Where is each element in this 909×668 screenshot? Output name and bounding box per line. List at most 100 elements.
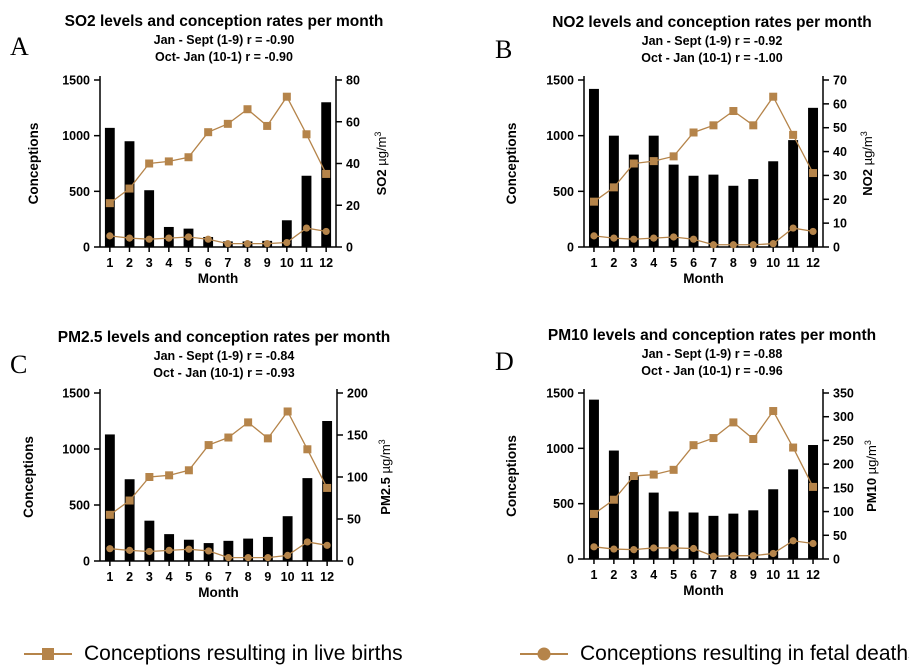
x-tick-label-6: 6 (690, 256, 697, 270)
y-axis-label-right-unit: µg/m (860, 136, 875, 165)
chart-subtitle-2: Oct - Jan (10-1) r = -0.93 (153, 366, 294, 380)
bar-month-11 (788, 140, 799, 247)
point-month-7 (224, 554, 232, 562)
x-tick-label-4: 4 (650, 256, 657, 270)
chart-subtitle-1: Jan - Sept (1-9) r = -0.88 (642, 347, 783, 361)
chart-subtitle-2: Oct- Jan (10-1) r = -0.90 (155, 50, 293, 64)
bar-month-2 (124, 479, 135, 561)
point-month-12 (323, 483, 332, 492)
x-tick-label-7: 7 (710, 568, 717, 582)
point-month-2 (609, 183, 618, 192)
point-month-1 (589, 197, 598, 206)
bar-month-10 (768, 161, 779, 247)
point-month-6 (689, 128, 698, 137)
bar-month-3 (628, 476, 639, 559)
point-month-9 (749, 121, 758, 130)
legend-live-births: Conceptions resulting in live births (22, 640, 403, 668)
y-axis-label-left: Conceptions (504, 435, 519, 517)
x-tick-label-9: 9 (264, 570, 271, 584)
bar-month-4 (648, 492, 659, 559)
point-month-1 (106, 232, 114, 240)
bar-month-8 (728, 513, 739, 559)
y-axis-label-right-sup: 3 (377, 439, 387, 444)
point-month-2 (609, 495, 618, 504)
x-axis-label: Month (198, 271, 238, 286)
bar-month-11 (302, 478, 313, 561)
chart-subtitle-1: Jan - Sept (1-9) r = -0.92 (642, 34, 783, 48)
point-month-12 (809, 482, 818, 491)
point-month-7 (709, 241, 718, 249)
point-month-8 (244, 554, 252, 562)
panel-letter: C (10, 350, 27, 379)
bar-month-3 (144, 520, 155, 561)
x-tick-label-1: 1 (106, 570, 113, 584)
series-line (109, 95, 327, 204)
x-tick-label-7: 7 (710, 256, 717, 270)
bar-month-9 (748, 179, 759, 247)
bar-month-9 (748, 510, 759, 559)
series-line (109, 227, 327, 245)
y-right-tick-label: 350 (833, 387, 854, 401)
series-live-births (589, 407, 818, 518)
point-month-5 (669, 152, 678, 161)
x-tick-label-3: 3 (630, 256, 637, 270)
bar-month-4 (648, 135, 659, 247)
x-tick-label-6: 6 (690, 568, 697, 582)
point-month-10 (769, 92, 778, 101)
point-month-10 (283, 238, 291, 247)
series-fetal-deaths (590, 224, 817, 249)
chart-subtitle-2: Oct - Jan (10-1) r = -0.96 (641, 364, 782, 378)
bar-month-9 (262, 536, 273, 561)
bar-month-11 (301, 175, 312, 247)
y-right-tick-label: 0 (347, 555, 354, 569)
bar-month-2 (608, 450, 619, 559)
point-month-9 (263, 240, 271, 248)
point-month-2 (610, 545, 618, 553)
point-month-5 (670, 233, 678, 241)
point-month-5 (185, 545, 193, 553)
point-month-9 (749, 552, 757, 560)
y-axis-label-right: PM2.5 µg/m3 (377, 439, 393, 514)
bar-month-3 (144, 190, 155, 247)
y-left-tick-label: 1000 (546, 442, 574, 456)
point-month-4 (165, 546, 173, 554)
series-line (109, 541, 328, 559)
y-right-tick-label: 0 (833, 241, 840, 255)
y-right-tick-label: 200 (833, 458, 854, 472)
point-month-11 (789, 537, 797, 545)
point-month-8 (729, 241, 737, 249)
point-month-8 (243, 240, 252, 248)
x-tick-label-10: 10 (766, 256, 780, 270)
x-tick-label-9: 9 (750, 256, 757, 270)
x-tick-label-8: 8 (730, 568, 737, 582)
x-tick-label-7: 7 (225, 570, 232, 584)
point-month-11 (789, 224, 797, 232)
y-right-tick-label: 300 (833, 410, 854, 424)
series-line (109, 410, 328, 516)
x-tick-label-1: 1 (590, 568, 597, 582)
x-tick-label-6: 6 (205, 570, 212, 584)
bar-month-11 (788, 469, 799, 559)
panel-letter: D (495, 347, 514, 376)
x-tick-label-4: 4 (166, 570, 173, 584)
y-right-tick-label: 20 (346, 199, 360, 213)
x-tick-label-8: 8 (245, 570, 252, 584)
point-month-3 (629, 472, 638, 480)
point-month-2 (126, 546, 134, 554)
chart-panel-d: D PM10 levels and conception rates per mo… (495, 327, 879, 598)
point-month-2 (125, 496, 134, 505)
x-axis-label: Month (198, 585, 238, 600)
x-tick-label-8: 8 (730, 256, 737, 270)
chart-title: PM10 levels and conception rates per mon… (548, 327, 876, 344)
y-right-tick-label: 60 (833, 97, 847, 111)
bar-month-7 (708, 515, 719, 559)
point-month-12 (809, 169, 818, 178)
point-month-6 (204, 235, 212, 243)
y-axis-label-right-unit: µg/m (378, 444, 393, 473)
point-month-3 (145, 547, 153, 556)
y-right-tick-label: 10 (833, 217, 847, 231)
y-right-tick-label: 40 (346, 157, 360, 171)
x-tick-label-5: 5 (185, 256, 192, 270)
chart-subtitle-1: Jan - Sept (1-9) r = -0.90 (154, 33, 295, 47)
chart-title: SO2 levels and conception rates per mont… (65, 13, 384, 30)
